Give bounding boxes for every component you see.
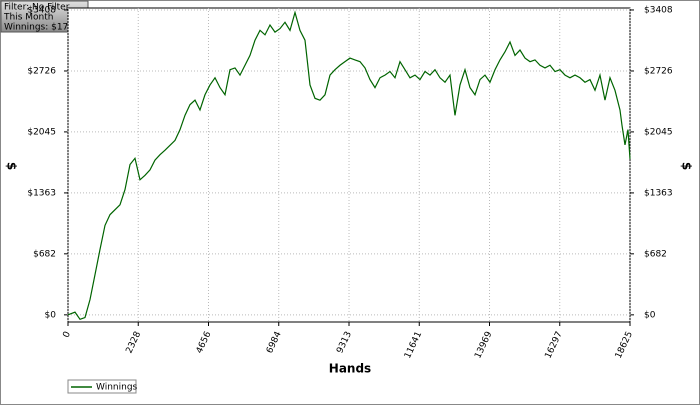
- y-tick-label: $3408: [27, 5, 56, 15]
- y-tick-label: $2726: [27, 66, 56, 76]
- x-axis-label: Hands: [329, 362, 371, 376]
- y-tick-label: $0: [45, 310, 57, 320]
- x-tick-label: 0: [61, 330, 73, 340]
- line-series: [67, 10, 631, 321]
- y2-tick-label: $682: [644, 249, 667, 259]
- y2-tick-label: $1363: [644, 188, 673, 198]
- y2-tick-label: $2726: [644, 66, 673, 76]
- y-tick-label: $682: [33, 249, 56, 259]
- y-tick-label: $1363: [27, 188, 56, 198]
- info-text: This Month: [3, 13, 53, 23]
- info-text: Filter: No Filter: [4, 3, 70, 13]
- y-tick-label: $2045: [27, 127, 56, 137]
- info-text: Winnings: $1742.53: [4, 23, 94, 33]
- legend-label: Winnings: [96, 383, 138, 393]
- legend: [67, 379, 137, 394]
- y-axis-label: $: [5, 162, 19, 170]
- y2-tick-label: $0: [644, 310, 656, 320]
- y2-tick-label: $3408: [644, 5, 673, 15]
- y2-axis-label: $: [680, 162, 694, 170]
- y2-tick-label: $2045: [644, 127, 673, 137]
